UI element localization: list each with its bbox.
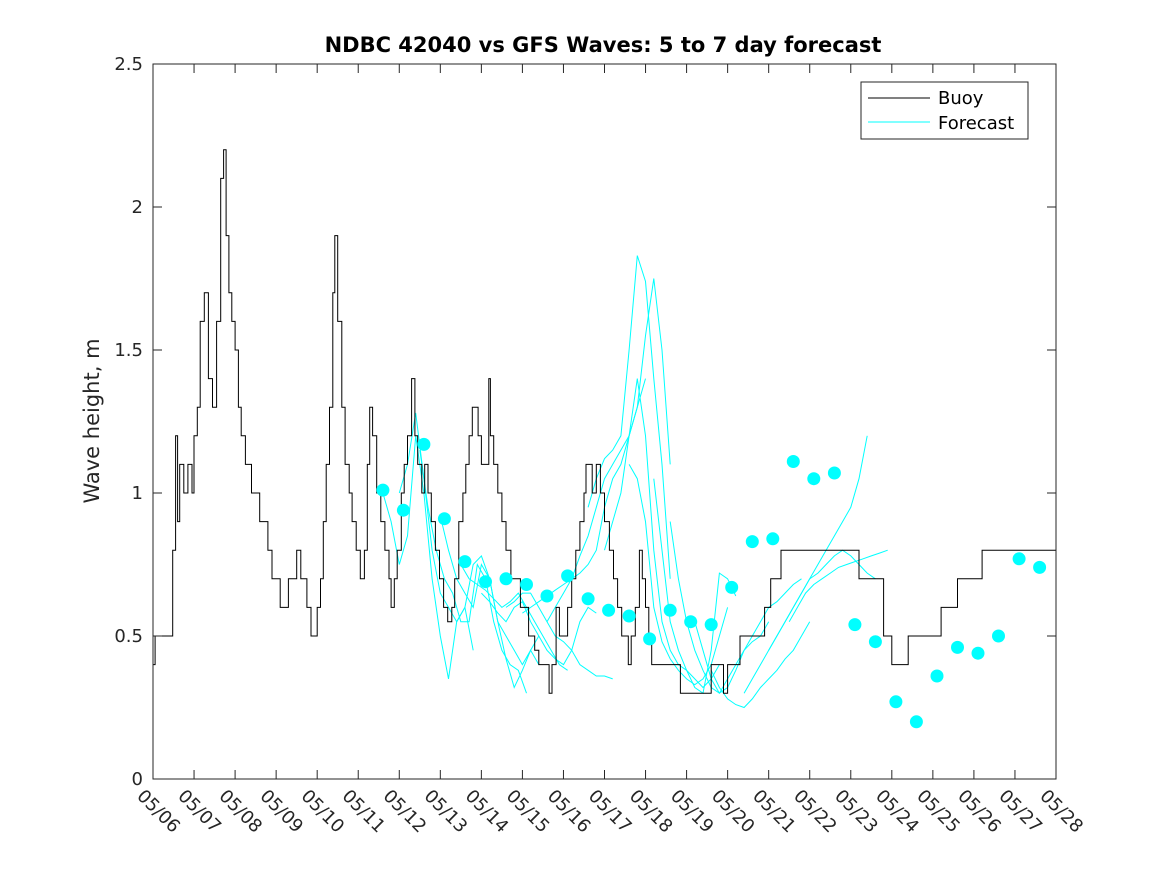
forecast-marker-22 [807,472,821,486]
forecast-marker-7 [499,572,513,586]
x-tick-label: 05/07 [173,786,225,838]
legend-label-buoy: Buoy [938,88,984,109]
forecast-marker-31 [992,629,1005,643]
forecast-marker-32 [1012,552,1026,566]
forecast-marker-30 [971,646,985,660]
forecast-marker-12 [602,603,616,617]
plot-area [153,149,1056,729]
x-tick-label: 05/11 [338,786,390,838]
x-tick-label: 05/09 [256,786,308,838]
forecast-marker-28 [930,669,944,683]
y-tick-label: 0 [132,769,143,790]
forecast-line-9 [546,278,671,622]
forecast-line-7 [505,592,613,680]
x-tick-label: 05/26 [953,786,1005,838]
forecast-marker-15 [663,603,677,617]
forecast-marker-27 [909,715,923,729]
series-group [153,149,1056,729]
x-tick-label: 05/10 [297,786,349,838]
y-tick-label: 1.5 [114,340,143,361]
forecast-line-5 [460,564,568,671]
forecast-line-18 [768,549,876,651]
forecast-marker-8 [520,578,533,591]
chart-title: NDBC 42040 vs GFS Waves: 5 to 7 day fore… [325,33,882,57]
forecast-line-15 [694,578,802,694]
forecast-line-16 [710,621,811,709]
x-tick-label: 05/27 [994,786,1046,838]
forecast-marker-1 [376,483,390,497]
forecast-marker-6 [479,575,492,589]
y-tick-label: 2.5 [114,54,143,75]
forecast-marker-9 [540,589,554,603]
x-tick-label: 05/06 [132,786,184,838]
forecast-line-6 [481,592,597,666]
forecast-marker-2 [396,503,410,517]
forecast-marker-17 [704,618,718,632]
x-tick-label: 05/08 [215,786,267,838]
forecast-marker-33 [1033,560,1047,574]
x-tick-label: 05/17 [584,786,636,838]
x-tick-label: 05/19 [666,786,718,838]
x-tick-label: 05/13 [420,786,472,838]
forecast-marker-10 [561,569,575,583]
forecast-marker-26 [889,695,903,709]
forecast-line-11 [604,378,720,689]
forecast-line-19 [788,549,888,622]
x-tick-label: 05/18 [625,786,677,838]
forecast-marker-11 [581,592,595,606]
x-tick-label: 05/23 [830,786,882,838]
buoy-line [153,149,1056,694]
forecast-marker-3 [417,437,431,451]
forecast-marker-25 [868,635,882,649]
x-tick-label: 05/21 [748,786,800,838]
legend-box [860,81,1029,140]
forecast-marker-20 [766,532,780,546]
forecast-marker-4 [437,512,451,526]
x-tick-label: 05/28 [1035,786,1087,838]
forecast-marker-23 [827,466,841,480]
forecast-marker-16 [684,615,698,629]
forecast-marker-14 [643,632,657,646]
axes: 00.511.522.505/0605/0705/0805/0905/1005/… [114,54,1087,837]
forecast-line-3 [419,450,527,694]
forecast-marker-24 [848,618,862,632]
y-tick-label: 0.5 [114,626,143,647]
axes-box [152,63,1057,780]
legend: Buoy Forecast [860,81,1029,140]
y-tick-label: 2 [132,197,143,218]
x-tick-label: 05/16 [543,786,595,838]
forecast-marker-19 [745,535,759,549]
forecast-line-17 [743,435,868,694]
forecast-marker-18 [725,580,739,594]
y-tick-label: 1 [132,483,143,504]
x-tick-label: 05/24 [871,786,923,838]
forecast-line-10 [587,255,671,579]
x-tick-label: 05/12 [379,786,431,838]
forecast-marker-13 [622,609,636,623]
forecast-line-12 [628,464,729,686]
x-tick-label: 05/14 [461,786,513,838]
y-axis-label: Wave height, m [80,338,104,503]
forecast-marker-29 [951,640,964,654]
forecast-marker-5 [458,555,472,569]
x-tick-label: 05/15 [502,786,554,838]
forecast-marker-21 [786,455,800,468]
x-tick-label: 05/20 [707,786,759,838]
x-tick-label: 05/22 [789,786,841,838]
forecast-line-13 [653,478,737,695]
legend-label-forecast: Forecast [938,113,1014,134]
x-tick-label: 05/25 [912,786,964,838]
